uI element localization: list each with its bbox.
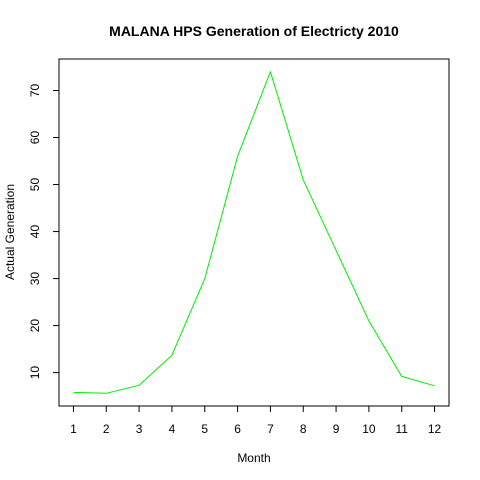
x-tick-label: 6 — [234, 422, 241, 436]
x-tick-label: 7 — [267, 422, 274, 436]
x-tick-label: 9 — [333, 422, 340, 436]
x-tick-label: 10 — [362, 422, 376, 436]
y-tick-label: 20 — [28, 319, 42, 333]
y-tick-label: 40 — [28, 225, 42, 239]
chart-title: MALANA HPS Generation of Electricty 2010 — [109, 23, 399, 39]
y-tick-label: 70 — [28, 84, 42, 98]
y-tick-label: 30 — [28, 272, 42, 286]
x-axis-label: Month — [237, 451, 270, 465]
y-tick-label: 60 — [28, 131, 42, 145]
x-tick-label: 8 — [300, 422, 307, 436]
y-tick-label: 10 — [28, 366, 42, 380]
x-tick-label: 3 — [136, 422, 143, 436]
x-tick-label: 2 — [103, 422, 110, 436]
x-tick-label: 1 — [70, 422, 77, 436]
x-axis: 1 2 3 4 5 6 7 8 9 10 11 12 — [70, 405, 442, 436]
series-group — [73, 71, 435, 394]
x-tick-label: 4 — [169, 422, 176, 436]
y-axis-label: Actual Generation — [3, 184, 17, 280]
x-tick-label: 12 — [428, 422, 442, 436]
plot-frame — [58, 58, 450, 407]
x-tick-label: 11 — [395, 422, 408, 436]
x-tick-label: 5 — [201, 422, 208, 436]
y-tick-label: 50 — [28, 178, 42, 192]
series-line — [73, 71, 435, 394]
y-axis: 10 20 30 40 50 60 70 — [28, 84, 60, 380]
